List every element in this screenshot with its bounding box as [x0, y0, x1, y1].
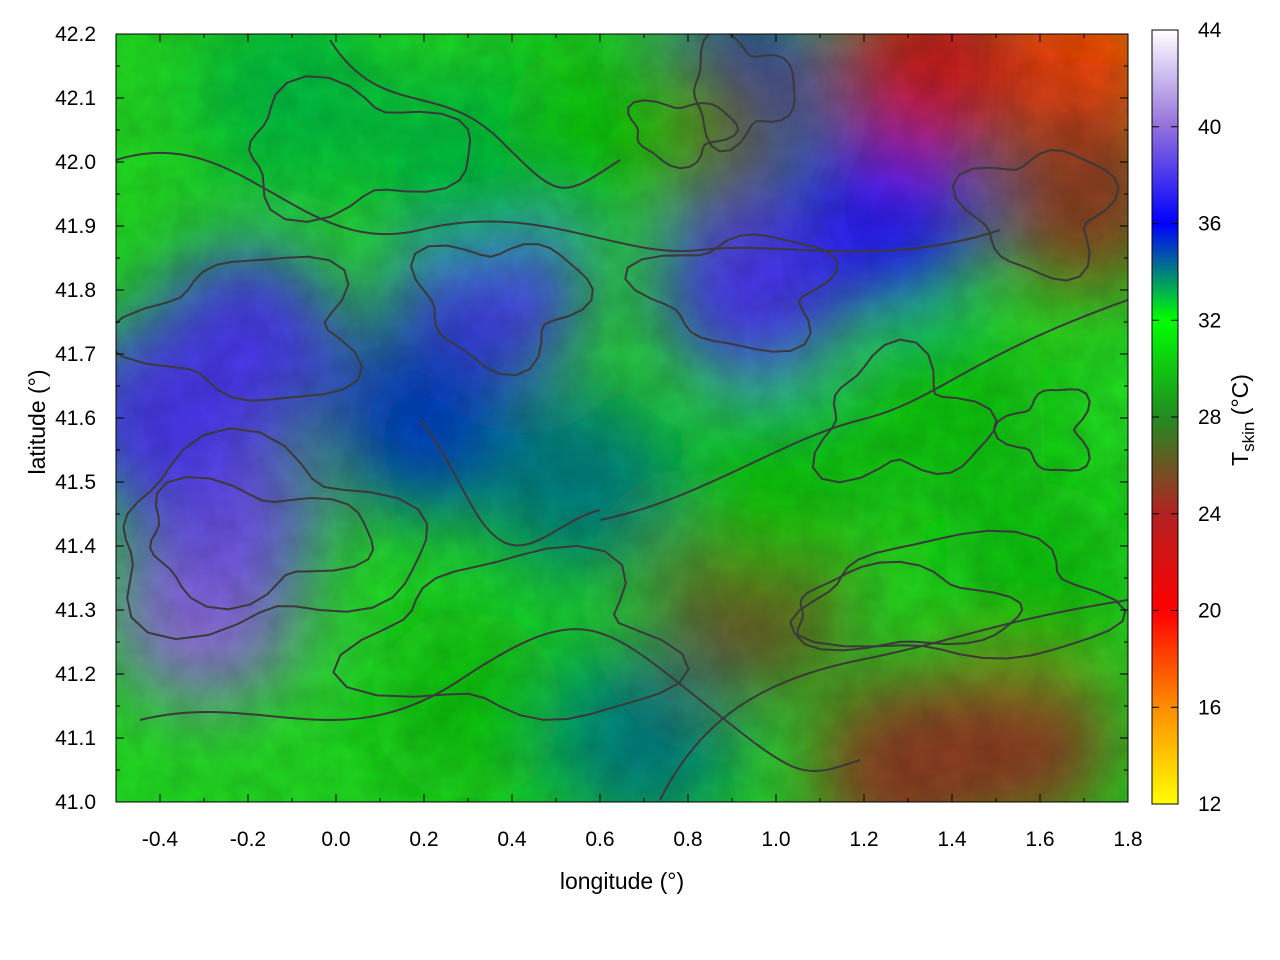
x-tick-label: -0.2: [230, 828, 266, 851]
contour-line: [789, 529, 1127, 660]
contour-line: [599, 299, 1128, 521]
contour-line: [122, 427, 429, 641]
temperature-field: [116, 34, 1128, 802]
contour-line: [149, 475, 375, 611]
colorbar-tick-label: 12: [1198, 793, 1221, 816]
contour-line: [627, 99, 740, 170]
y-axis-label: latitude (°): [24, 369, 50, 474]
x-tick-label: 1.0: [761, 828, 790, 851]
x-tick-label: 0.2: [409, 828, 438, 851]
x-tick-label: 0.4: [497, 828, 527, 851]
y-tick-label: 41.2: [55, 663, 96, 686]
contour-line: [796, 560, 1024, 652]
colorbar-tick-label: 24: [1198, 503, 1222, 526]
x-tick-label: -0.4: [142, 828, 179, 851]
colorbar-label-main: T: [1227, 452, 1253, 466]
colorbar-tick-label: 44: [1198, 19, 1222, 42]
contour-line: [693, 34, 796, 153]
colorbar-label: Tskin (°C): [1227, 374, 1258, 466]
x-tick-label: 1.6: [1025, 828, 1054, 851]
y-tick-label: 42.2: [55, 23, 96, 46]
x-tick-label: 1.2: [849, 828, 878, 851]
colorbar-axis: 12 16 20 24 28 32 36 40 44: [1152, 19, 1222, 816]
y-tick-label: 41.4: [55, 535, 96, 558]
y-tick-label: 42.1: [55, 87, 96, 110]
contour-line: [332, 544, 690, 721]
colorbar-tick-label: 16: [1198, 696, 1221, 719]
y-tick-label: 41.9: [55, 215, 96, 238]
y-tick-label: 42.0: [55, 151, 96, 174]
y-tick-label: 41.1: [55, 727, 96, 750]
x-tick-label: 0.6: [585, 828, 614, 851]
contour-lines: [116, 34, 1128, 801]
contour-line: [951, 148, 1120, 282]
contour-line: [116, 255, 364, 402]
y-tick-label: 41.7: [55, 343, 96, 366]
y-axis: 41.0 41.1 41.2 41.3 41.4 41.5 41.6 41.7 41.8 41.9…: [55, 23, 1128, 814]
contour-line: [811, 338, 998, 484]
contour-line: [419, 419, 601, 547]
x-axis-label: longitude (°): [560, 868, 684, 894]
colorbar-tick-label: 32: [1198, 309, 1221, 332]
y-tick-label: 41.5: [55, 471, 96, 494]
contour-line: [659, 599, 1128, 801]
y-tick-label: 41.8: [55, 279, 96, 302]
contour-line: [329, 39, 621, 189]
colorbar-tick-label: 36: [1198, 213, 1221, 236]
colorbar-label-sub: skin: [1239, 422, 1258, 452]
field-texture: [116, 34, 1128, 802]
contour-line: [116, 151, 1001, 253]
contour-line: [624, 233, 839, 353]
y-tick-label: 41.0: [55, 791, 96, 814]
x-tick-label: 1.8: [1113, 828, 1142, 851]
y-tick-label: 41.3: [55, 599, 96, 622]
colorbar-tick-label: 20: [1198, 600, 1221, 623]
colorbar-tick-label: 40: [1198, 116, 1221, 139]
colorbar-label-unit: (°C): [1227, 374, 1253, 422]
x-tick-label: 1.4: [937, 828, 967, 851]
contour-line: [139, 628, 861, 773]
contour-line: [409, 243, 594, 377]
y-tick-label: 41.6: [55, 407, 96, 430]
x-tick-label: 0.8: [673, 828, 702, 851]
contour-line: [248, 75, 472, 223]
x-axis: -0.4 -0.2 0.0 0.2 0.4 0.6 0.8 1.0 1.2 1.4 1.6 1.8: [115, 34, 1143, 851]
colorbar-tick-label: 28: [1198, 406, 1221, 429]
x-tick-label: 0.0: [321, 828, 350, 851]
